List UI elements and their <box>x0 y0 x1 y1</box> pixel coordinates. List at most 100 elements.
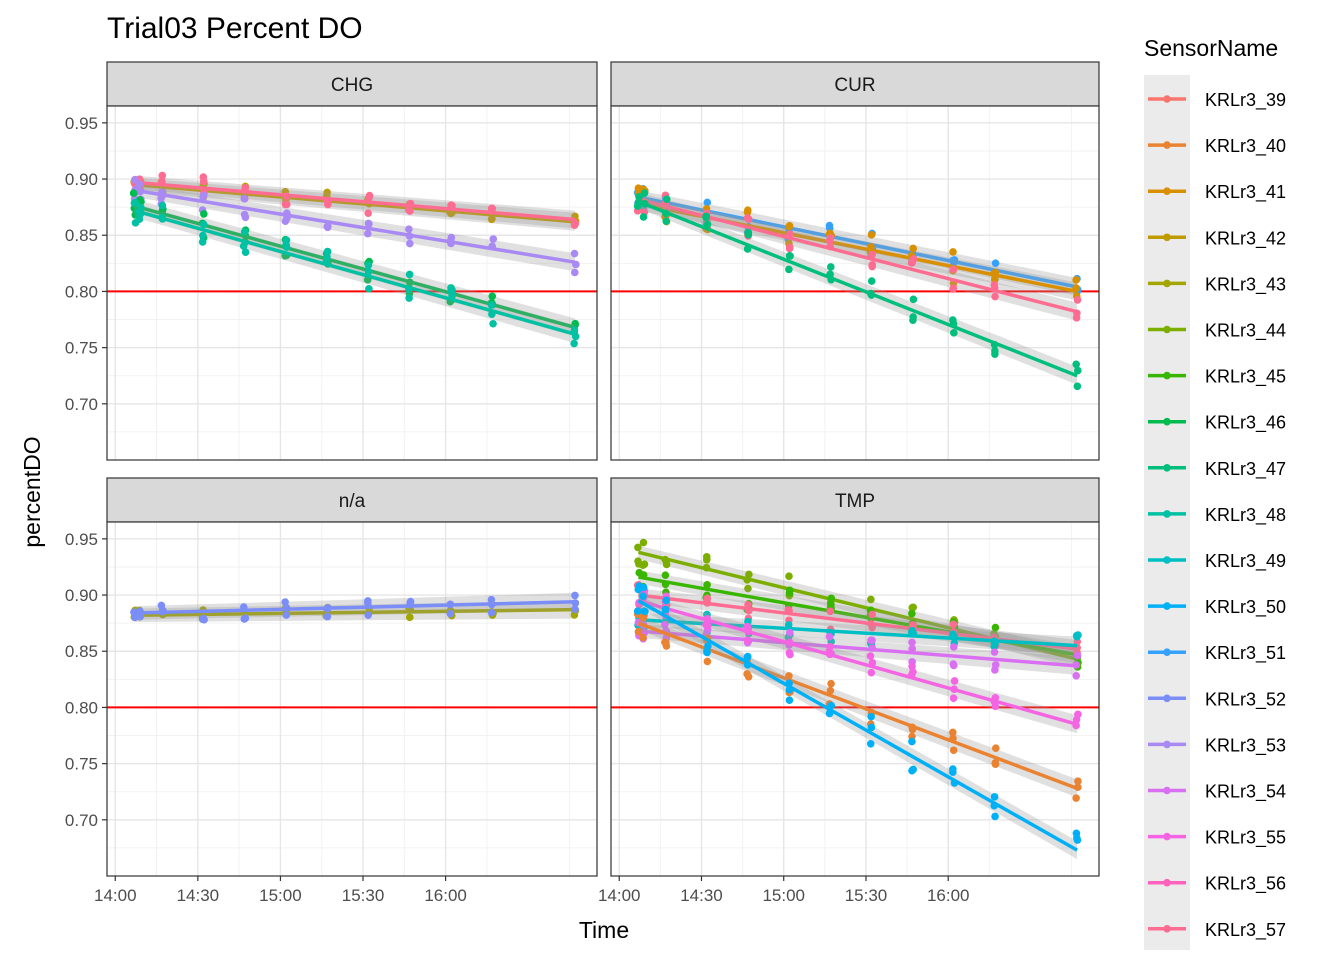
data-point <box>908 645 917 653</box>
legend-label: KRLr3_48 <box>1205 505 1286 526</box>
data-point <box>1073 382 1082 391</box>
data-point <box>363 229 372 238</box>
data-point <box>364 267 373 276</box>
data-point <box>199 220 208 229</box>
trend-line <box>637 621 1078 790</box>
data-point <box>908 638 916 647</box>
legend-label: KRLr3_41 <box>1205 182 1286 203</box>
data-point <box>867 723 876 732</box>
trend-line <box>134 607 575 618</box>
legend-entry-KRLr3_44: KRLr3_44 <box>1148 321 1286 342</box>
data-point <box>1072 715 1081 724</box>
legend-entry-KRLr3_47: KRLr3_47 <box>1148 459 1286 480</box>
data-point <box>240 615 249 623</box>
panel-background <box>107 106 597 460</box>
legend-entry-KRLr3_49: KRLr3_49 <box>1148 551 1286 572</box>
data-point <box>785 628 794 637</box>
panels: CHG 0.70 0.75 0.80 0.85 0.90 0.95 CUR n/a 0.70 0.7… <box>65 61 1100 905</box>
legend-entry-KRLr3_45: KRLr3_45 <box>1148 367 1286 388</box>
data-point <box>199 173 208 181</box>
legend-label: KRLr3_49 <box>1205 551 1286 572</box>
legend-key-point <box>1163 602 1171 610</box>
legend-entry-KRLr3_55: KRLr3_55 <box>1148 828 1286 849</box>
facet-strip-label: CUR <box>834 75 875 96</box>
data-point <box>488 214 496 223</box>
data-point <box>137 203 145 212</box>
data-point <box>867 231 876 239</box>
data-point <box>199 193 207 201</box>
data-point <box>323 252 331 261</box>
legend-label: KRLr3_42 <box>1205 228 1286 249</box>
legend-entry-KRLr3_40: KRLr3_40 <box>1148 136 1286 157</box>
legend-entry-KRLr3_39: KRLr3_39 <box>1148 90 1286 111</box>
legend-key-point <box>1163 233 1171 242</box>
data-point <box>1072 360 1080 369</box>
data-point <box>949 746 958 755</box>
data-point <box>282 243 291 251</box>
y-tick-label: 0.80 <box>65 282 98 301</box>
data-point <box>661 620 669 629</box>
legend-label: KRLr3_52 <box>1205 689 1286 710</box>
data-point <box>639 613 648 622</box>
series-KRLr3_50 <box>633 582 1082 860</box>
trend-line <box>638 195 1078 289</box>
data-point <box>406 597 415 606</box>
data-point <box>135 180 144 189</box>
data-point <box>661 605 670 614</box>
data-point <box>867 277 876 285</box>
data-point <box>991 623 1000 632</box>
trend-line <box>134 180 576 222</box>
data-point <box>1073 632 1081 641</box>
data-point <box>405 225 413 233</box>
y-tick-label: 0.85 <box>65 642 98 661</box>
data-point <box>867 595 875 604</box>
legend-entry-KRLr3_41: KRLr3_41 <box>1148 182 1286 203</box>
series-KRLr3_57 <box>130 171 580 230</box>
data-point <box>633 607 642 615</box>
panel-background <box>611 106 1099 460</box>
data-point <box>785 696 794 705</box>
data-point <box>744 206 752 215</box>
data-point <box>949 660 958 668</box>
facet-strip-label: n/a <box>339 491 366 512</box>
facet-panel-CHG: CHG 0.70 0.75 0.80 0.85 0.90 0.95 <box>65 61 598 461</box>
data-point <box>364 261 373 270</box>
data-point <box>868 636 876 645</box>
data-point <box>571 605 579 614</box>
data-point <box>570 221 579 230</box>
data-point <box>323 222 332 231</box>
data-point <box>1073 296 1082 304</box>
data-point <box>639 583 648 592</box>
facet-panel-TMP: TMP 14:00 14:30 15:00 15:30 16:00 <box>598 477 1100 905</box>
data-point <box>991 347 999 355</box>
data-point <box>991 292 999 301</box>
data-point <box>1072 276 1080 284</box>
data-point <box>827 594 836 603</box>
data-point <box>867 668 876 677</box>
legend-key-point <box>1163 464 1171 472</box>
data-point <box>991 759 1000 767</box>
data-point <box>198 238 207 246</box>
data-point <box>662 217 670 226</box>
panel-border <box>106 105 598 461</box>
legend-key-point <box>1163 417 1171 426</box>
data-point <box>826 263 835 271</box>
data-point <box>1072 794 1080 802</box>
legend-key-point <box>1163 648 1171 656</box>
facet-panel-CUR: CUR <box>610 61 1100 461</box>
trend-line <box>134 188 576 264</box>
series-KRLr3_47 <box>633 189 1082 391</box>
y-tick-label: 0.85 <box>65 226 98 245</box>
trend-line <box>637 197 1078 314</box>
legend-key-point <box>1163 556 1171 564</box>
x-tick-label: 15:00 <box>259 886 302 905</box>
legend-entry-KRLr3_48: KRLr3_48 <box>1148 505 1286 526</box>
data-point <box>991 744 1000 752</box>
data-point <box>950 677 959 685</box>
legend-key-point <box>1163 141 1171 149</box>
data-point <box>1072 314 1081 322</box>
data-point <box>405 239 414 248</box>
data-point <box>908 609 916 618</box>
data-point <box>662 596 671 605</box>
legend-key-point <box>1163 279 1171 288</box>
